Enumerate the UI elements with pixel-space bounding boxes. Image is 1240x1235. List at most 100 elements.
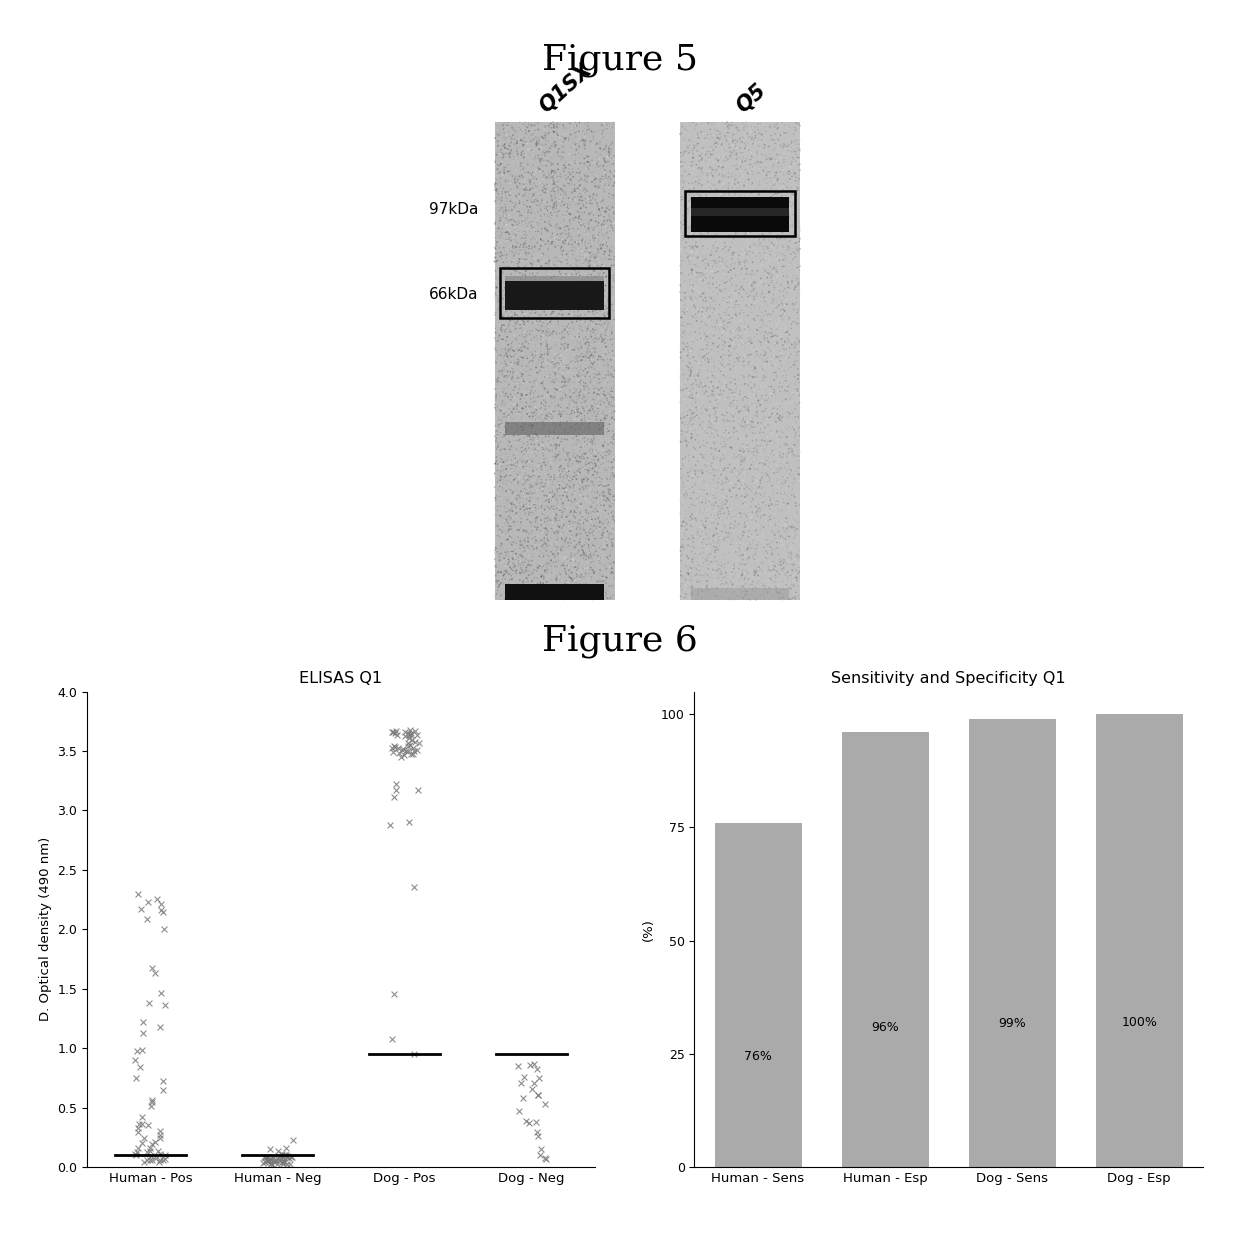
Point — [591, 191, 611, 211]
Point — [533, 415, 553, 435]
Point — [520, 484, 539, 504]
Point — [534, 408, 554, 427]
Point — [559, 559, 579, 579]
Point — [743, 471, 763, 490]
Point — [603, 242, 622, 262]
Point — [553, 400, 573, 420]
Point — [557, 574, 577, 594]
Point — [732, 375, 751, 395]
Point — [696, 128, 715, 148]
Point — [141, 957, 161, 977]
Point — [527, 573, 547, 593]
Point — [722, 330, 742, 350]
Point — [774, 572, 794, 592]
Point — [696, 382, 715, 401]
Point — [593, 552, 613, 572]
Point — [588, 561, 608, 580]
Point — [500, 500, 520, 520]
Point — [728, 479, 748, 499]
Point — [599, 526, 619, 546]
Point — [507, 443, 527, 463]
Point — [749, 183, 769, 203]
Point — [568, 290, 588, 310]
Point — [761, 433, 781, 453]
Point — [735, 198, 755, 217]
Point — [494, 456, 513, 475]
Point — [403, 745, 423, 764]
Point — [512, 335, 532, 354]
Point — [521, 467, 541, 487]
Point — [781, 151, 801, 170]
Point — [754, 314, 774, 333]
Point — [787, 395, 807, 415]
Point — [715, 121, 735, 141]
Point — [768, 309, 787, 329]
Point — [567, 114, 587, 133]
Point — [709, 468, 729, 488]
Point — [554, 152, 574, 172]
Point — [486, 293, 506, 312]
Point — [492, 152, 512, 172]
Point — [729, 294, 749, 314]
Point — [565, 249, 585, 269]
Point — [558, 409, 578, 429]
Point — [720, 336, 740, 356]
Point — [512, 468, 532, 488]
Point — [595, 198, 615, 217]
Point — [583, 390, 603, 410]
Point — [730, 454, 750, 474]
Point — [746, 273, 766, 293]
Point — [775, 483, 795, 503]
Point — [696, 367, 715, 387]
Point — [719, 589, 739, 609]
Point — [492, 454, 512, 474]
Point — [559, 420, 579, 440]
Point — [743, 214, 763, 233]
Point — [495, 564, 515, 584]
Point — [761, 203, 781, 222]
Point — [577, 454, 596, 474]
Point — [541, 220, 560, 240]
Point — [563, 298, 583, 317]
Point — [708, 165, 728, 185]
Point — [518, 203, 538, 222]
Point — [707, 447, 727, 467]
Point — [528, 251, 548, 270]
Point — [527, 589, 547, 609]
Point — [768, 462, 787, 482]
Point — [496, 421, 516, 441]
Point — [554, 373, 574, 393]
Point — [720, 571, 740, 590]
Point — [593, 117, 613, 137]
Point — [703, 168, 723, 188]
Point — [578, 483, 598, 503]
Point — [497, 345, 517, 364]
Point — [766, 363, 786, 383]
Point — [569, 206, 589, 226]
Point — [516, 438, 536, 458]
Point — [533, 395, 553, 415]
Point — [588, 384, 608, 404]
Point — [742, 247, 761, 267]
Point — [556, 231, 575, 251]
Point — [536, 577, 556, 597]
Point — [565, 207, 585, 227]
Point — [764, 156, 784, 175]
Point — [678, 466, 698, 485]
Point — [750, 251, 770, 270]
Point — [486, 144, 506, 164]
Point — [590, 158, 610, 178]
Point — [737, 163, 756, 183]
Point — [512, 561, 532, 580]
Point — [765, 298, 785, 317]
Point — [513, 136, 533, 156]
Point — [671, 338, 691, 358]
Point — [756, 254, 776, 274]
Point — [743, 290, 763, 310]
Point — [598, 391, 618, 411]
Point — [491, 320, 511, 340]
Point — [541, 527, 560, 547]
Point — [737, 427, 756, 447]
Point — [717, 468, 737, 488]
Point — [600, 557, 620, 577]
